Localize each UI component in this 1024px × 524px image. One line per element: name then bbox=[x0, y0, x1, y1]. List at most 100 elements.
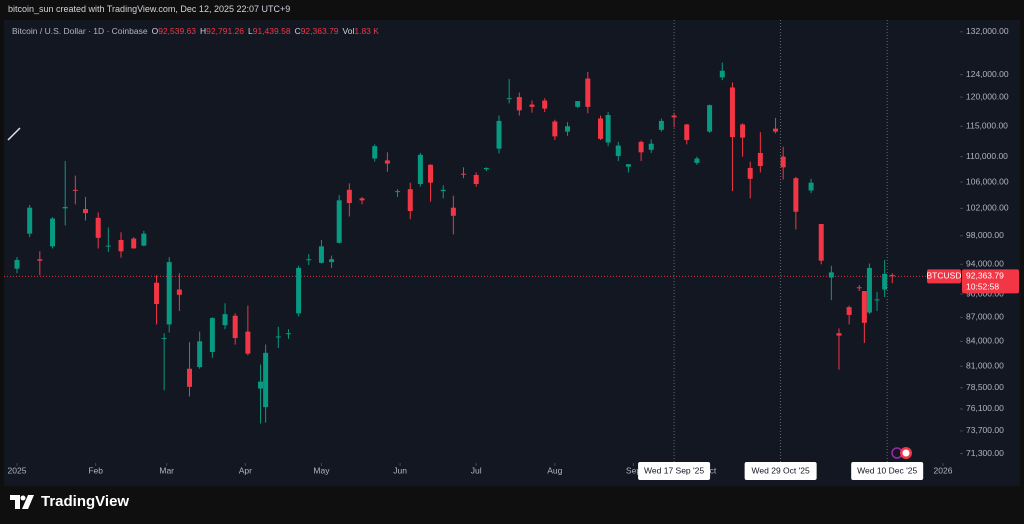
brand-logo bbox=[10, 494, 34, 509]
candle-body bbox=[222, 314, 228, 326]
chart-title: Bitcoin / U.S. Dollar · 1D · Coinbase bbox=[12, 26, 148, 36]
x-tick-label: Mar bbox=[159, 465, 174, 475]
candle-body bbox=[329, 259, 335, 263]
candle-body bbox=[359, 198, 365, 201]
ohlc-item: C92,363.79 bbox=[295, 26, 339, 36]
candle-body bbox=[585, 78, 591, 107]
y-tick-label: 87,000.00 bbox=[966, 312, 1004, 322]
candle-body bbox=[82, 209, 88, 214]
candle-body bbox=[197, 341, 203, 368]
candle-body bbox=[440, 189, 446, 192]
y-tick-label: 102,000.00 bbox=[966, 203, 1009, 213]
candle-body bbox=[483, 167, 489, 170]
candle-body bbox=[131, 238, 137, 249]
candle-body bbox=[729, 87, 735, 138]
candle-body bbox=[836, 333, 842, 336]
candle-body bbox=[428, 164, 434, 183]
candle-body bbox=[684, 124, 690, 141]
candle-body bbox=[818, 223, 824, 261]
candle-body bbox=[209, 318, 215, 352]
candle-body bbox=[95, 217, 101, 238]
y-tick-label: 132,000.00 bbox=[966, 26, 1009, 36]
candle-body bbox=[37, 259, 43, 261]
candle-body bbox=[27, 207, 33, 234]
x-tick-label: 2025 bbox=[8, 465, 27, 475]
y-tick-label: 76,100.00 bbox=[966, 403, 1004, 413]
candle-body bbox=[407, 189, 413, 212]
brand-name: TradingView bbox=[41, 493, 130, 510]
candle-body bbox=[461, 173, 467, 175]
drawing-line bbox=[7, 127, 21, 141]
candle-body bbox=[166, 262, 172, 325]
candle-body bbox=[740, 124, 746, 138]
y-tick-label: 94,000.00 bbox=[966, 259, 1004, 269]
candle-body bbox=[529, 104, 535, 107]
y-tick-label: 73,700.00 bbox=[966, 425, 1004, 435]
candle-body bbox=[161, 338, 167, 340]
candle-body bbox=[176, 289, 182, 295]
candle-body bbox=[62, 207, 68, 209]
candle-body bbox=[384, 160, 390, 164]
candle-body bbox=[773, 128, 779, 132]
candle-body bbox=[757, 152, 763, 167]
x-tick-label: Aug bbox=[547, 465, 562, 475]
caption: bitcoin_sun created with TradingView.com… bbox=[8, 4, 291, 14]
marker-label-box bbox=[638, 462, 711, 480]
ohlc-key: C bbox=[294, 26, 301, 36]
ohlc-key: O bbox=[151, 26, 159, 36]
candle-body bbox=[694, 158, 700, 163]
brand: TradingView bbox=[10, 493, 129, 510]
candle-body bbox=[417, 154, 423, 184]
candle-body bbox=[450, 207, 456, 216]
candle-body bbox=[856, 287, 862, 289]
x-tick-label: Feb bbox=[88, 465, 103, 475]
candle-body bbox=[861, 291, 867, 323]
candle-body bbox=[372, 146, 378, 159]
candle-body bbox=[258, 381, 264, 389]
marker-label: Wed 10 Dec '25 bbox=[857, 465, 917, 475]
y-tick-label: 115,000.00 bbox=[966, 120, 1008, 130]
marker-label-box bbox=[744, 462, 817, 480]
ohlc-item: H92,791.26 bbox=[200, 26, 244, 36]
candle-body bbox=[719, 70, 725, 78]
candle-body bbox=[866, 267, 872, 313]
candle-body bbox=[846, 307, 852, 315]
candle-body bbox=[506, 98, 512, 100]
x-tick-label: Jul bbox=[471, 465, 482, 475]
candle-body bbox=[473, 174, 479, 184]
chart-background bbox=[4, 20, 1020, 486]
candle-body bbox=[793, 178, 799, 212]
candle-body bbox=[306, 259, 312, 261]
ohlc-value: 91,439.58 bbox=[252, 26, 291, 36]
candle-body bbox=[395, 191, 401, 193]
ohlc-key: L bbox=[248, 26, 253, 36]
candle-body bbox=[296, 267, 302, 314]
candle-body bbox=[263, 352, 269, 408]
marker-label: Wed 17 Sep '25 bbox=[644, 465, 704, 475]
y-tick-label: 84,000.00 bbox=[966, 336, 1004, 346]
legend: Bitcoin / U.S. Dollar · 1D · Coinbase O 9… bbox=[12, 26, 379, 36]
y-tick-label: 98,000.00 bbox=[966, 230, 1004, 240]
last-price-label: 92,363.79 bbox=[966, 271, 1004, 281]
candle-body bbox=[747, 167, 753, 179]
candle-body bbox=[496, 120, 502, 149]
ohlc-key: Vol bbox=[342, 26, 355, 36]
candle-body bbox=[285, 333, 291, 335]
candle-body bbox=[874, 299, 880, 301]
candle-body bbox=[516, 97, 522, 111]
candle-body bbox=[565, 126, 571, 132]
candle-body bbox=[648, 143, 654, 150]
candle-body bbox=[828, 272, 834, 278]
ohlc-value: 92,363.79 bbox=[300, 26, 339, 36]
y-tick-label: 106,000.00 bbox=[966, 176, 1009, 186]
last-price-box bbox=[962, 269, 1019, 294]
ohlc-value: 92,791.26 bbox=[206, 26, 244, 36]
candle-body bbox=[275, 336, 281, 338]
y-tick-label: 110,000.00 bbox=[966, 151, 1008, 161]
candle-body bbox=[615, 145, 621, 157]
marker-label: Wed 29 Oct '25 bbox=[752, 465, 810, 475]
candle-body bbox=[625, 164, 631, 167]
y-tick-label: 124,000.00 bbox=[966, 69, 1009, 79]
